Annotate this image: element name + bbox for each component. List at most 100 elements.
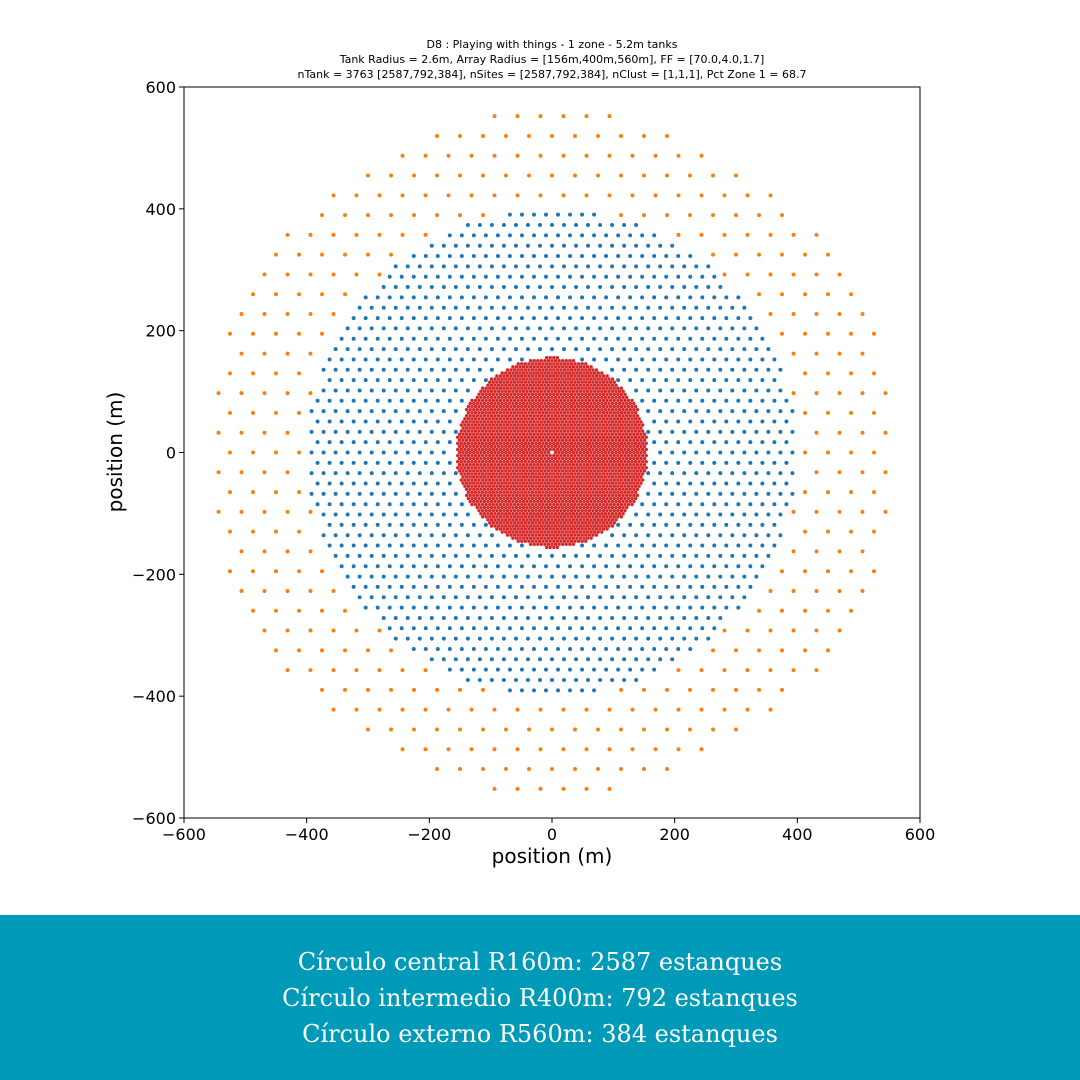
data-point (562, 521, 567, 525)
data-point (585, 463, 590, 467)
data-point (429, 657, 434, 662)
data-point (578, 493, 583, 498)
data-point (285, 232, 290, 237)
data-point (559, 478, 563, 482)
data-point (537, 447, 542, 452)
data-point (550, 615, 554, 620)
data-point (505, 417, 510, 421)
data-point (754, 574, 759, 579)
data-point (512, 521, 517, 525)
data-point (541, 429, 545, 433)
data-point (453, 347, 458, 352)
data-point (496, 444, 501, 449)
data-point (523, 478, 528, 482)
data-point (297, 331, 301, 336)
data-point (625, 487, 629, 491)
data-point (481, 727, 485, 732)
data-point (525, 518, 529, 522)
data-point (706, 285, 711, 290)
data-point (589, 395, 593, 400)
data-point (642, 767, 646, 772)
data-point (664, 543, 669, 548)
data-point (580, 626, 585, 631)
data-point (544, 496, 549, 501)
data-point (623, 398, 627, 403)
data-point (612, 515, 616, 519)
data-point (571, 377, 576, 381)
data-point (523, 484, 528, 488)
data-point (357, 409, 362, 414)
data-point (596, 414, 600, 418)
data-point (514, 512, 519, 516)
data-point (484, 386, 488, 390)
data-point (525, 371, 529, 375)
data-point (528, 359, 533, 363)
data-point (555, 362, 560, 366)
data-point (308, 588, 313, 593)
data-point (594, 484, 599, 488)
data-point (557, 389, 561, 393)
data-point (575, 512, 579, 516)
data-point (488, 508, 492, 513)
data-point (493, 377, 497, 381)
data-point (612, 380, 616, 384)
data-point (534, 386, 538, 390)
data-point (814, 232, 819, 237)
data-point (585, 377, 590, 381)
data-point (381, 326, 386, 331)
data-point (536, 371, 540, 375)
data-point (239, 509, 244, 514)
data-point (429, 512, 434, 517)
data-point (589, 463, 593, 467)
data-point (573, 527, 577, 531)
data-point (625, 414, 629, 418)
data-point (498, 478, 503, 482)
data-point (512, 515, 517, 519)
data-point (736, 481, 741, 486)
data-point (700, 398, 705, 403)
data-point (573, 374, 577, 378)
data-point (504, 444, 508, 449)
data-point (500, 407, 504, 412)
data-point (345, 409, 350, 414)
data-point (480, 404, 485, 409)
data-point (584, 502, 588, 507)
data-point (601, 380, 606, 384)
data-point (534, 380, 538, 384)
data-point (343, 608, 347, 613)
data-point (634, 533, 639, 538)
data-point (718, 615, 723, 620)
data-point (537, 441, 542, 446)
data-point (321, 367, 326, 372)
data-point (566, 362, 570, 366)
data-point (694, 388, 699, 393)
data-point (568, 667, 573, 672)
data-point (553, 536, 558, 540)
data-point (496, 505, 501, 510)
data-point (682, 595, 687, 600)
data-point (466, 441, 471, 446)
data-point (557, 542, 561, 546)
data-point (536, 524, 540, 528)
data-point (532, 505, 536, 510)
data-point (578, 444, 583, 449)
data-point (509, 521, 513, 525)
data-point (610, 657, 615, 662)
data-point (712, 440, 717, 445)
data-point (576, 539, 581, 543)
data-point (600, 493, 604, 498)
data-point (718, 574, 723, 579)
data-point (633, 441, 638, 446)
data-point (534, 404, 538, 409)
data-point (688, 378, 693, 383)
data-point (472, 438, 476, 442)
data-point (569, 472, 574, 476)
data-point (555, 508, 560, 513)
data-point (562, 404, 567, 409)
data-point (610, 450, 615, 455)
data-point (464, 414, 469, 418)
data-point (598, 677, 603, 682)
data-point (722, 628, 727, 633)
data-point (239, 470, 244, 475)
data-point (479, 499, 483, 504)
